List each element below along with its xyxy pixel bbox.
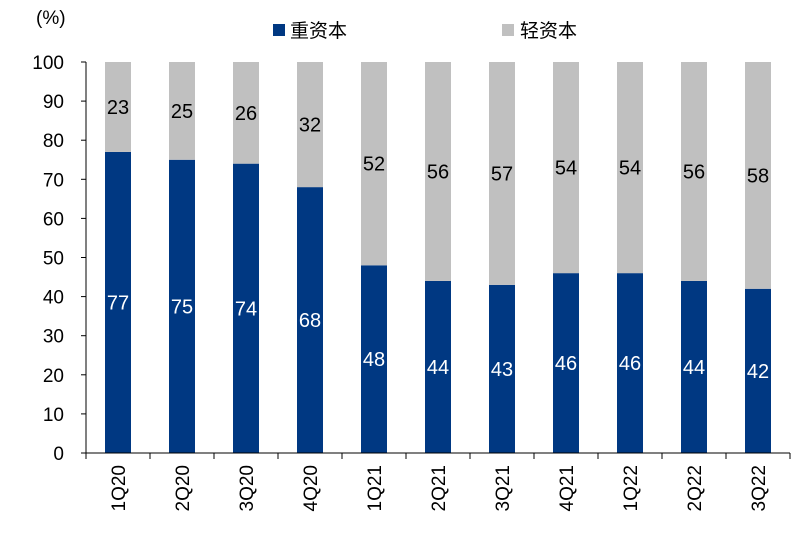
y-tick-label-90: 90: [43, 92, 64, 113]
bar-heavy-1Q21: [361, 265, 387, 453]
data-label-heavy-4Q21: 46: [555, 353, 577, 375]
x-tick-label-1Q21: 1Q21: [365, 465, 386, 511]
bar-heavy-3Q21: [489, 284, 515, 453]
data-label-heavy-1Q20: 77: [107, 292, 129, 314]
y-unit-label: (%): [36, 8, 66, 29]
y-tick-label-50: 50: [43, 249, 64, 270]
data-label-light-1Q21: 52: [363, 154, 385, 176]
bar-light-4Q20: [297, 62, 323, 188]
bar-heavy-4Q20: [297, 187, 323, 453]
x-tick-label-2Q20: 2Q20: [173, 465, 194, 511]
bar-heavy-1Q22: [617, 273, 643, 453]
data-label-heavy-1Q21: 48: [363, 349, 385, 371]
bar-heavy-2Q22: [681, 280, 707, 453]
data-label-heavy-1Q22: 46: [619, 353, 641, 375]
x-tick-label-2Q21: 2Q21: [429, 465, 450, 511]
data-label-heavy-2Q21: 44: [427, 357, 449, 379]
data-label-light-4Q21: 54: [555, 158, 577, 180]
y-tick-label-60: 60: [43, 209, 64, 230]
data-label-light-2Q20: 25: [171, 101, 193, 123]
x-tick-label-1Q20: 1Q20: [109, 465, 130, 511]
bar-heavy-2Q20: [169, 159, 195, 453]
x-tick-label-4Q21: 4Q21: [557, 465, 578, 511]
legend: 重资本 轻资本: [273, 20, 577, 42]
y-tick-label-100: 100: [32, 53, 64, 74]
data-label-light-4Q20: 32: [299, 115, 321, 137]
data-label-light-3Q21: 57: [491, 163, 513, 185]
bar-heavy-1Q20: [105, 151, 131, 453]
x-tick-label-3Q20: 3Q20: [237, 465, 258, 511]
data-label-heavy-3Q20: 74: [235, 298, 257, 320]
bar-heavy-3Q20: [233, 163, 259, 453]
data-label-heavy-3Q21: 43: [491, 359, 513, 381]
x-tick-label-1Q22: 1Q22: [621, 465, 642, 511]
data-label-light-2Q22: 56: [683, 161, 705, 183]
x-axis: 1Q20 2Q20 3Q20 4Q20 1Q21 2Q21 3Q21 4Q21 1Q22 2Q22…: [85, 452, 791, 511]
y-tick-label-20: 20: [43, 366, 64, 387]
y-tick-label-80: 80: [43, 131, 64, 152]
data-label-light-3Q22: 58: [747, 165, 769, 187]
y-tick-label-10: 10: [43, 405, 64, 426]
y-tick-label-70: 70: [43, 170, 64, 191]
data-label-light-1Q22: 54: [619, 158, 641, 180]
data-label-heavy-4Q20: 68: [299, 310, 321, 332]
bar-light-1Q22: [617, 62, 643, 274]
bar-light-1Q21: [361, 62, 387, 266]
bar-heavy-2Q21: [425, 280, 451, 453]
y-axis: 0 10 20 30 40 50 60 70 80 90 100: [32, 53, 87, 465]
legend-swatch-heavy: [273, 24, 285, 36]
legend-label-light: 轻资本: [520, 20, 577, 42]
bars-group: 77 23 75 25 74 26 68 32 48 52 44 56 43 57 46 54 46 54 44 56…: [105, 62, 771, 453]
y-tick-label-40: 40: [43, 288, 64, 309]
data-label-heavy-3Q22: 42: [747, 361, 769, 383]
legend-swatch-light: [502, 24, 514, 36]
bar-heavy-3Q22: [745, 288, 771, 453]
x-tick-label-3Q21: 3Q21: [493, 465, 514, 511]
bar-light-3Q20: [233, 62, 259, 164]
legend-label-heavy: 重资本: [290, 20, 347, 42]
bar-light-1Q20: [105, 62, 131, 152]
bar-light-2Q21: [425, 62, 451, 281]
data-label-light-3Q20: 26: [235, 103, 257, 125]
data-label-light-1Q20: 23: [107, 97, 129, 119]
bar-light-2Q20: [169, 62, 195, 160]
x-tick-label-3Q22: 3Q22: [749, 465, 770, 511]
bar-heavy-4Q21: [553, 273, 579, 453]
bar-light-3Q22: [745, 62, 771, 289]
y-tick-label-30: 30: [43, 327, 64, 348]
x-tick-label-2Q22: 2Q22: [685, 465, 706, 511]
data-label-heavy-2Q20: 75: [171, 296, 193, 318]
bar-light-2Q22: [681, 62, 707, 281]
bar-light-3Q21: [489, 62, 515, 285]
x-tick-label-4Q20: 4Q20: [301, 465, 322, 511]
y-tick-label-0: 0: [53, 444, 64, 465]
data-label-light-2Q21: 56: [427, 161, 449, 183]
data-label-heavy-2Q22: 44: [683, 357, 705, 379]
bar-light-4Q21: [553, 62, 579, 274]
